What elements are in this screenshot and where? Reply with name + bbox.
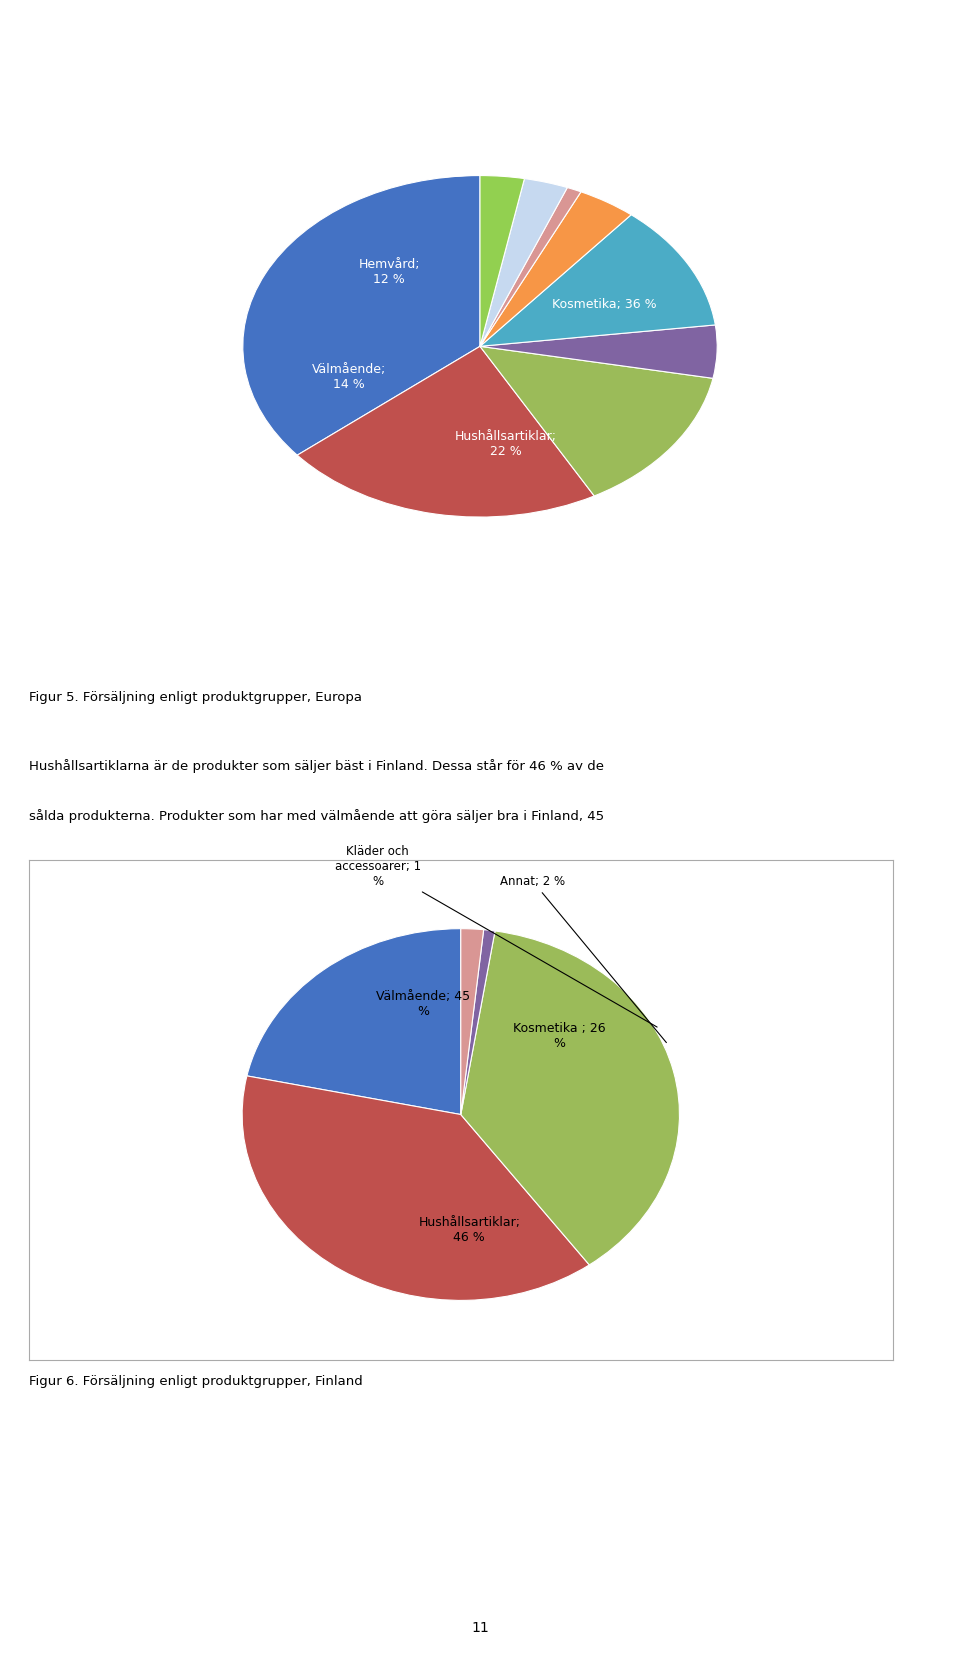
Text: Kosmetika ; 26
%: Kosmetika ; 26 % [514,1021,606,1050]
Text: % av försäljningen kommer av dessa produkter. I Europa är motsvarande siffra 14 : % av försäljningen kommer av dessa produ… [29,860,597,873]
Text: Hemvård;
12 %: Hemvård; 12 % [358,259,420,285]
Text: Annat; 1 %: Annat; 1 % [387,154,493,185]
Text: Hushållsartiklar;
22 %: Hushållsartiklar; 22 % [455,429,557,457]
Text: Mat och dryck; 4
%: Mat och dryck; 4 % [341,139,455,172]
Text: Annat; 2 %: Annat; 2 % [500,875,666,1043]
Text: Hushållsartiklarna är de produkter som säljer bäst i Finland. Dessa står för 46 : Hushållsartiklarna är de produkter som s… [29,759,604,773]
Wedge shape [480,187,581,347]
Wedge shape [480,215,715,347]
Wedge shape [461,928,484,1115]
Text: Kosmetika; 36 %: Kosmetika; 36 % [552,297,657,310]
Text: Figur 6. Försäljning enligt produktgrupper, Finland: Figur 6. Försäljning enligt produktgrupp… [29,1375,363,1389]
Wedge shape [242,1077,589,1300]
Wedge shape [243,175,480,456]
Text: Böcker, leksaker
mm. ; 4 %: Böcker, leksaker mm. ; 4 % [136,200,348,254]
Wedge shape [247,928,461,1115]
Text: Välmående;
14 %: Välmående; 14 % [312,362,386,391]
Text: Kläder och
accessoarer; 1
%: Kläder och accessoarer; 1 % [335,845,658,1026]
Wedge shape [480,192,631,347]
Wedge shape [480,179,567,347]
Text: Kosmetikan, som säljer mest i Europa, säljer inte riktigt lika bra i Finland, me: Kosmetikan, som säljer mest i Europa, sä… [29,910,580,923]
Text: sålda produkterna. Produkter som har med välmående att göra säljer bra i Finland: sålda produkterna. Produkter som har med… [29,809,604,823]
Wedge shape [461,930,495,1115]
Text: Nyttoföremål; 3
%: Nyttoföremål; 3 % [416,147,727,179]
Wedge shape [480,175,524,347]
Wedge shape [480,347,713,496]
Wedge shape [298,347,594,517]
Text: Figur 5. Försäljning enligt produktgrupper, Europa: Figur 5. Försäljning enligt produktgrupp… [29,691,362,704]
Wedge shape [480,325,717,379]
Text: ändå för 26 % av de sålda produkterna. (WFDSA 2011, s. 1-2): ändå för 26 % av de sålda produkterna. (… [29,960,441,973]
Text: Hushållsartiklar;
46 %: Hushållsartiklar; 46 % [419,1215,520,1243]
Text: Kläder och
accessoarer; 5 %: Kläder och accessoarer; 5 % [12,352,235,381]
Wedge shape [461,931,680,1265]
Text: Välmående; 45
%: Välmående; 45 % [376,990,470,1018]
Text: 11: 11 [471,1621,489,1636]
